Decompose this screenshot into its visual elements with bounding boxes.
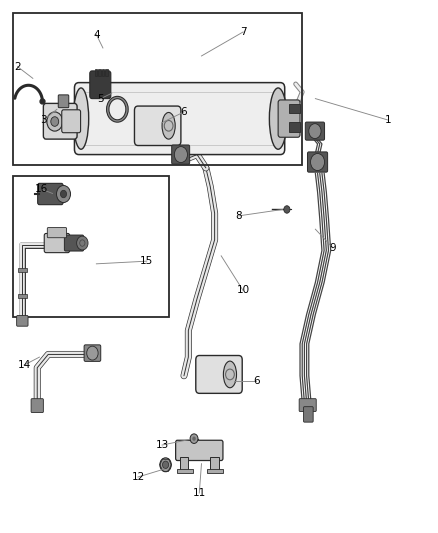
Text: 7: 7 xyxy=(240,27,247,37)
Bar xyxy=(207,469,223,473)
Bar xyxy=(289,123,300,132)
FancyBboxPatch shape xyxy=(90,71,111,99)
Text: 11: 11 xyxy=(193,488,206,498)
FancyBboxPatch shape xyxy=(278,100,300,138)
Text: 9: 9 xyxy=(329,243,336,253)
Bar xyxy=(13,176,169,317)
Bar xyxy=(105,69,108,76)
Text: 2: 2 xyxy=(14,62,21,71)
FancyBboxPatch shape xyxy=(38,183,63,205)
Ellipse shape xyxy=(162,112,175,139)
Text: 8: 8 xyxy=(235,211,242,221)
Text: 10: 10 xyxy=(237,286,250,295)
Circle shape xyxy=(160,458,171,472)
Bar xyxy=(95,69,97,76)
Text: 6: 6 xyxy=(180,107,187,117)
FancyBboxPatch shape xyxy=(17,316,28,326)
Circle shape xyxy=(192,437,196,441)
Bar xyxy=(102,69,104,76)
FancyBboxPatch shape xyxy=(31,399,43,413)
FancyBboxPatch shape xyxy=(304,407,313,422)
Circle shape xyxy=(57,185,71,203)
Circle shape xyxy=(60,190,67,198)
Bar xyxy=(180,457,188,470)
FancyBboxPatch shape xyxy=(64,235,84,251)
FancyBboxPatch shape xyxy=(44,233,70,253)
Circle shape xyxy=(309,124,321,139)
Text: 6: 6 xyxy=(253,376,260,386)
FancyBboxPatch shape xyxy=(74,83,285,155)
Circle shape xyxy=(284,206,290,213)
Bar xyxy=(177,469,193,473)
Ellipse shape xyxy=(223,361,237,387)
Ellipse shape xyxy=(73,88,88,149)
FancyBboxPatch shape xyxy=(176,440,223,461)
Circle shape xyxy=(87,346,98,360)
FancyBboxPatch shape xyxy=(62,110,81,133)
Bar xyxy=(98,69,101,76)
Bar xyxy=(18,268,27,272)
FancyBboxPatch shape xyxy=(134,106,181,146)
Text: 12: 12 xyxy=(131,472,145,482)
FancyBboxPatch shape xyxy=(196,356,242,393)
Bar xyxy=(18,294,27,298)
Bar xyxy=(210,457,219,470)
Circle shape xyxy=(174,147,187,163)
FancyBboxPatch shape xyxy=(299,399,316,411)
Text: 1: 1 xyxy=(384,115,391,125)
FancyBboxPatch shape xyxy=(305,122,325,140)
Text: 14: 14 xyxy=(18,360,31,370)
FancyBboxPatch shape xyxy=(58,95,69,108)
Text: 15: 15 xyxy=(140,256,153,266)
Text: 3: 3 xyxy=(40,115,47,125)
FancyBboxPatch shape xyxy=(84,345,101,361)
Text: 16: 16 xyxy=(35,184,48,194)
Bar xyxy=(289,103,300,114)
Bar xyxy=(13,13,302,165)
FancyBboxPatch shape xyxy=(307,152,328,172)
Circle shape xyxy=(51,117,59,126)
Circle shape xyxy=(47,112,63,131)
Text: 13: 13 xyxy=(155,440,169,450)
Text: 4: 4 xyxy=(93,30,100,39)
FancyBboxPatch shape xyxy=(172,145,190,164)
Text: 5: 5 xyxy=(97,94,104,103)
Circle shape xyxy=(77,236,88,250)
Ellipse shape xyxy=(269,88,287,149)
Circle shape xyxy=(311,154,325,171)
Circle shape xyxy=(190,434,198,443)
Circle shape xyxy=(162,461,169,469)
FancyBboxPatch shape xyxy=(47,228,67,238)
FancyBboxPatch shape xyxy=(43,103,77,139)
